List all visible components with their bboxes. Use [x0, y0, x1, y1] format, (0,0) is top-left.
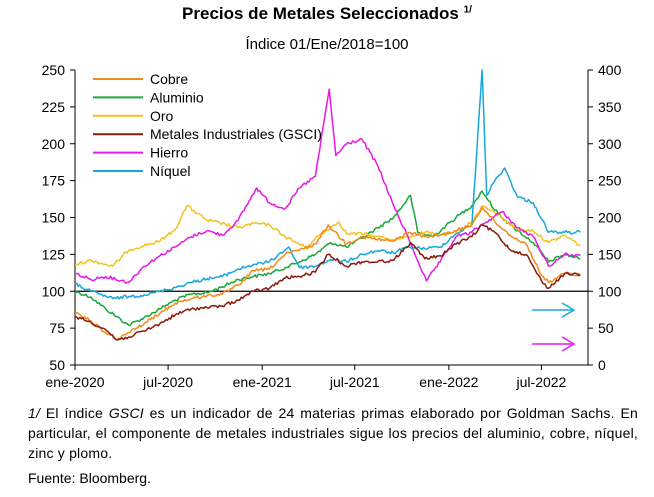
chart-title: Precios de Metales Seleccionados 1/: [182, 4, 472, 23]
footnote-marker: 1/: [28, 405, 41, 421]
x-tick-label: ene-2020: [45, 374, 104, 390]
legend-label-4: Hierro: [150, 145, 188, 161]
footnote-gsci: GSCI: [108, 405, 144, 421]
x-tick-label: jul-2022: [516, 374, 567, 390]
y-right-tick-label: 150: [598, 246, 622, 262]
y-right-tick-label: 300: [598, 136, 622, 152]
y-left-tick-label: 75: [49, 320, 65, 336]
x-tick-label: ene-2022: [419, 374, 478, 390]
x-tick-label: jul-2020: [142, 374, 193, 390]
y-left-tick-label: 125: [42, 246, 66, 262]
y-right-tick-label: 350: [598, 99, 622, 115]
y-left-tick-label: 175: [42, 173, 66, 189]
footnote: 1/ El índice GSCI es un indicador de 24 …: [28, 403, 638, 463]
legend-label-0: Cobre: [150, 71, 188, 87]
legend-label-1: Aluminio: [150, 89, 204, 105]
y-left-tick-label: 100: [42, 283, 66, 299]
chart-subtitle: Índice 01/Ene/2018=100: [245, 36, 409, 53]
footnote-text-1: El índice: [40, 405, 109, 421]
chart-svg: 50 75 100 125 150 175 200 225 250 0 50 100 150 200 250…: [42, 62, 622, 390]
y-left-tick-label: 150: [42, 210, 66, 226]
legend-label-3: Metales Industriales (GSCI): [150, 126, 322, 142]
x-tick-label: ene-2021: [233, 374, 292, 390]
legend-label-2: Oro: [150, 108, 174, 124]
series-line-4: [75, 88, 581, 284]
y-right-tick-label: 200: [598, 210, 622, 226]
source-note: Fuente: Bloomberg.: [28, 470, 151, 486]
series-line-3: [74, 224, 581, 341]
y-right-tick-label: 0: [598, 357, 606, 373]
y-left-tick-label: 50: [49, 357, 65, 373]
y-left-tick-label: 200: [42, 136, 66, 152]
arrow-head-0: [561, 302, 576, 318]
y-right-tick-label: 100: [598, 283, 622, 299]
series-line-0: [74, 206, 581, 341]
y-left-tick-label: 250: [42, 62, 66, 78]
series-line-1: [74, 190, 581, 327]
legend-label-5: Níquel: [150, 163, 190, 179]
arrow-head-1: [561, 336, 576, 352]
x-tick-label: jul-2021: [329, 374, 380, 390]
y-right-tick-label: 250: [598, 173, 622, 189]
footnote-text-2: es un indicador de 24 materias primas el…: [28, 405, 638, 461]
y-right-tick-label: 50: [598, 320, 614, 336]
series-line-5: [74, 69, 581, 300]
y-left-tick-label: 225: [42, 99, 66, 115]
title-note: 1/: [463, 4, 472, 16]
y-right-tick-label: 400: [598, 62, 622, 78]
